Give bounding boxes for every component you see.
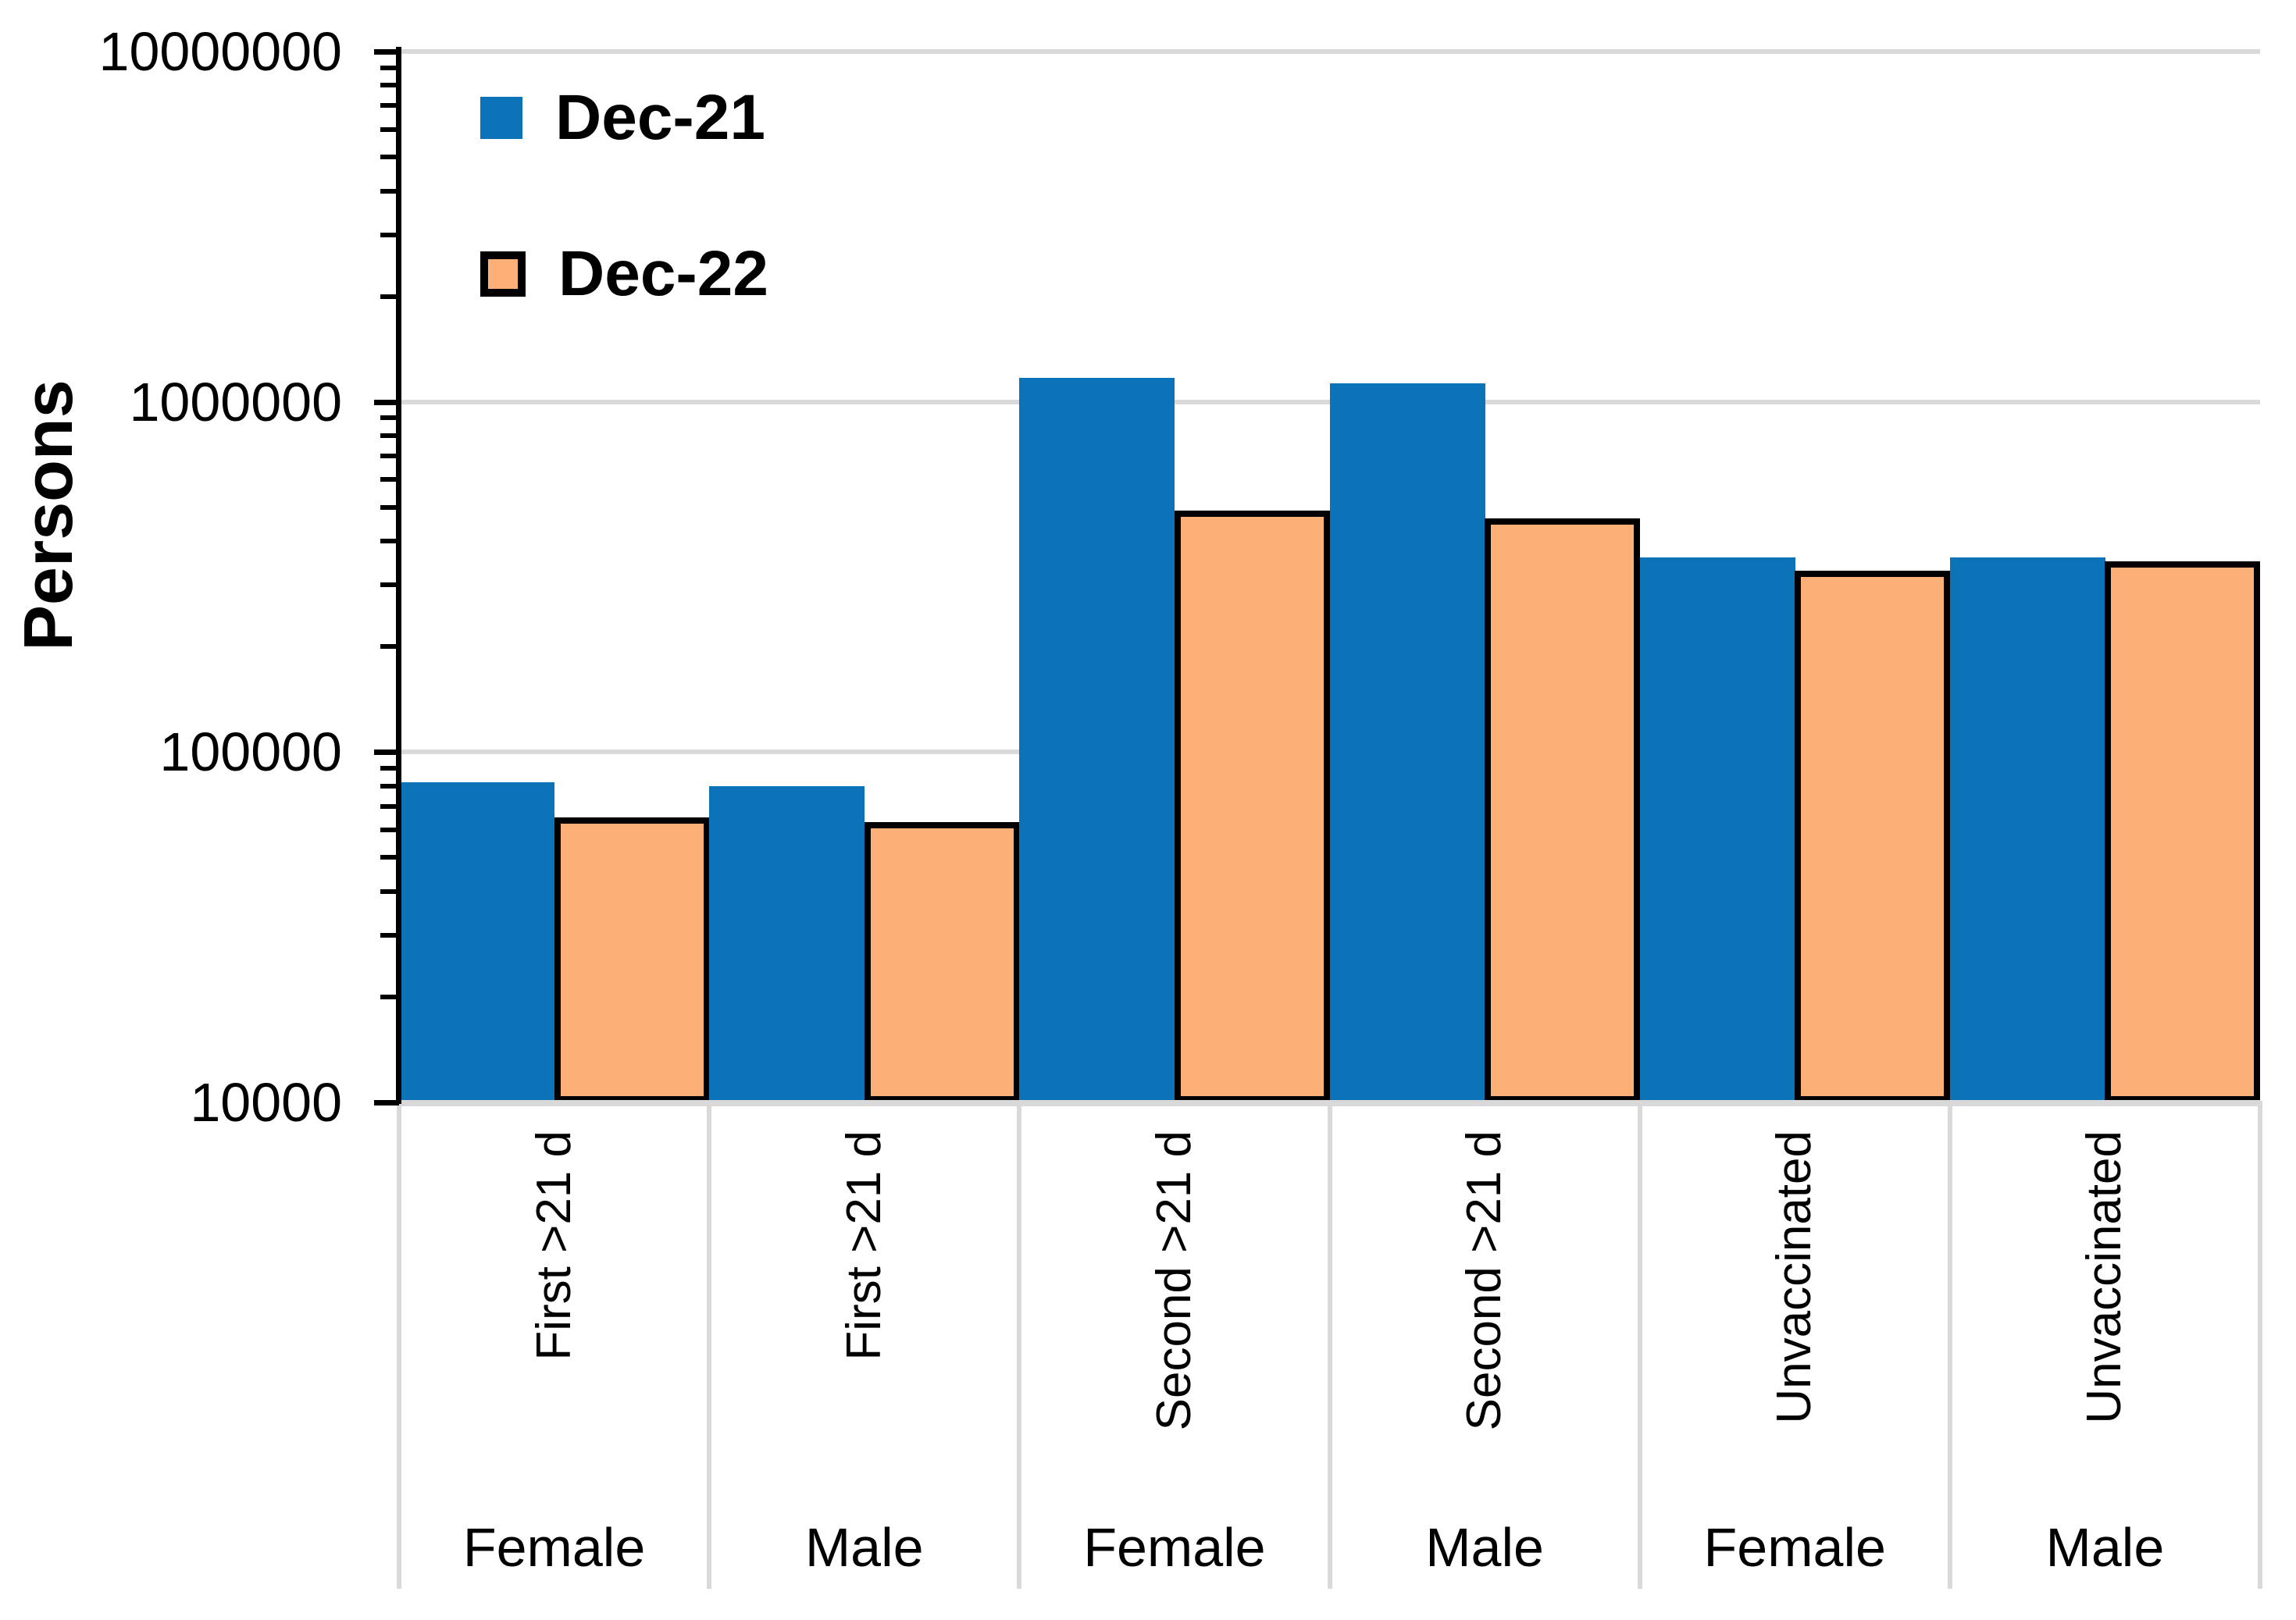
bar-dec-21-female-unvaccinated <box>1639 557 1795 1102</box>
category-label-second-21-d-male: Second >21 d <box>1457 1130 1512 1431</box>
gridline-10000000 <box>399 49 2260 54</box>
y-minor-tick <box>380 477 399 482</box>
y-minor-tick <box>380 188 399 194</box>
legend-swatch-dec22 <box>480 251 526 297</box>
y-minor-tick <box>380 232 399 237</box>
legend-label-dec21: Dec-21 <box>555 82 765 153</box>
bar-dec-22-male-second-21-d <box>1485 518 1641 1102</box>
y-minor-tick <box>380 539 399 544</box>
legend-swatch-dec21 <box>480 97 522 139</box>
sex-label-male-5: Male <box>2045 1517 2165 1578</box>
y-minor-tick <box>380 454 399 459</box>
y-axis-line <box>396 47 401 1104</box>
bar-dec-22-female-second-21-d <box>1174 510 1330 1102</box>
y-minor-tick <box>380 783 399 789</box>
y-tick-label-1000000: 1000000 <box>129 371 342 433</box>
sex-label-male-3: Male <box>1425 1517 1544 1578</box>
category-divider <box>2258 1101 2262 1589</box>
y-minor-tick <box>380 994 399 999</box>
bar-dec-22-male-unvaccinated <box>2105 561 2261 1102</box>
category-divider <box>1637 1101 1642 1589</box>
y-minor-tick <box>380 433 399 439</box>
sex-label-female-4: Female <box>1703 1517 1886 1578</box>
legend-item-dec21: Dec-21 <box>480 81 765 155</box>
y-minor-tick <box>380 827 399 832</box>
y-minor-tick <box>380 765 399 771</box>
bar-dec-21-male-second-21-d <box>1329 383 1485 1102</box>
y-minor-tick <box>380 644 399 650</box>
y-minor-tick <box>380 126 399 132</box>
category-label-second-21-d-female: Second >21 d <box>1146 1130 1201 1431</box>
category-label-unvaccinated-male: Unvaccinated <box>2077 1130 2132 1424</box>
y-minor-tick <box>380 888 399 894</box>
sex-label-male-1: Male <box>804 1517 924 1578</box>
y-tick-label-10000000: 10000000 <box>98 21 342 82</box>
category-label-unvaccinated-female: Unvaccinated <box>1767 1130 1822 1424</box>
y-minor-tick <box>380 103 399 109</box>
y-minor-tick <box>380 294 399 299</box>
bar-dec-21-female-first-21-d <box>399 782 555 1102</box>
y-minor-tick <box>380 65 399 70</box>
y-minor-tick <box>380 83 399 88</box>
y-major-tick-100000 <box>374 749 399 756</box>
y-minor-tick <box>380 582 399 588</box>
bar-dec-21-male-first-21-d <box>709 785 865 1102</box>
category-divider <box>1327 1101 1332 1589</box>
y-major-tick-10000 <box>374 1100 399 1106</box>
y-tick-label-100000: 100000 <box>159 721 342 783</box>
y-minor-tick <box>380 932 399 938</box>
sex-label-female-2: Female <box>1083 1517 1266 1578</box>
bar-dec-21-female-second-21-d <box>1019 378 1175 1102</box>
sex-label-female-0: Female <box>462 1517 646 1578</box>
category-label-first-21-d-male: First >21 d <box>836 1130 891 1361</box>
gridline-10000 <box>399 1100 2260 1106</box>
category-divider <box>1017 1101 1022 1589</box>
bar-dec-21-male-unvaccinated <box>1949 557 2105 1102</box>
category-divider <box>1947 1101 1952 1589</box>
y-minor-tick <box>380 415 399 421</box>
y-tick-label-10000: 10000 <box>190 1072 342 1133</box>
y-minor-tick <box>380 855 399 860</box>
y-minor-tick <box>380 155 399 160</box>
y-minor-tick <box>380 803 399 809</box>
bar-dec-22-female-first-21-d <box>554 817 710 1102</box>
legend-label-dec22: Dec-22 <box>558 238 768 309</box>
y-major-tick-10000000 <box>374 49 399 55</box>
y-major-tick-1000000 <box>374 399 399 405</box>
bar-dec-22-male-first-21-d <box>864 822 1020 1102</box>
bar-dec-22-female-unvaccinated <box>1795 570 1951 1102</box>
category-label-first-21-d-female: First >21 d <box>526 1130 581 1361</box>
category-divider <box>397 1101 401 1589</box>
category-divider <box>707 1101 712 1589</box>
legend-item-dec22: Dec-22 <box>480 237 768 311</box>
y-minor-tick <box>380 504 399 510</box>
